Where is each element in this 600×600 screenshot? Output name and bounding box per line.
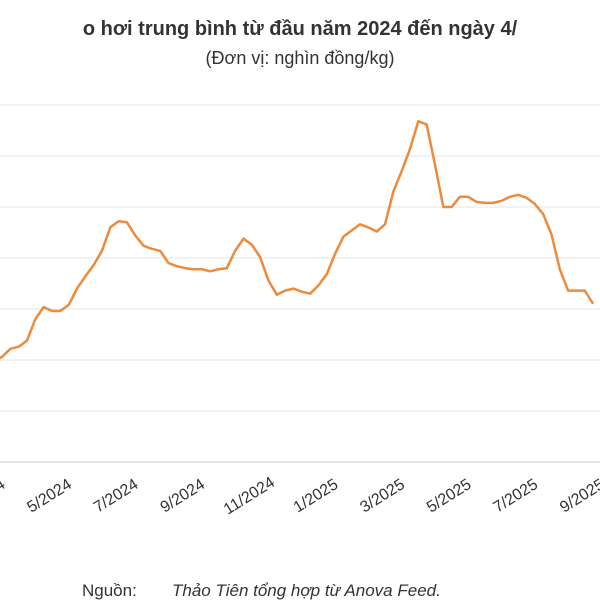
x-tick-label: 5/2024 [24, 476, 75, 516]
line-series [0, 120, 595, 360]
chart-title: o hơi trung bình từ đầu năm 2024 đến ngà… [83, 18, 518, 40]
chart-subtitle: (Đơn vị: nghìn đồng/kg) [206, 48, 395, 68]
x-tick-label: 9/2024 [158, 476, 209, 516]
source: Thảo Tiên tổng hợp từ Anova Feed. [172, 581, 441, 600]
x-tick-label: 5/2025 [424, 476, 475, 516]
x-tick-label: 7/2024 [91, 476, 142, 516]
x-tick-label: 9/2025 [557, 476, 600, 516]
x-tick-label: 1/2025 [291, 476, 342, 516]
x-tick-label: 7/2025 [491, 476, 542, 516]
source-label: Nguồn: [82, 581, 137, 600]
x-tick-label: 3/2024 [0, 476, 8, 516]
x-tick-label: 3/2025 [357, 476, 408, 516]
x-tick-label: 11/2024 [221, 474, 278, 518]
